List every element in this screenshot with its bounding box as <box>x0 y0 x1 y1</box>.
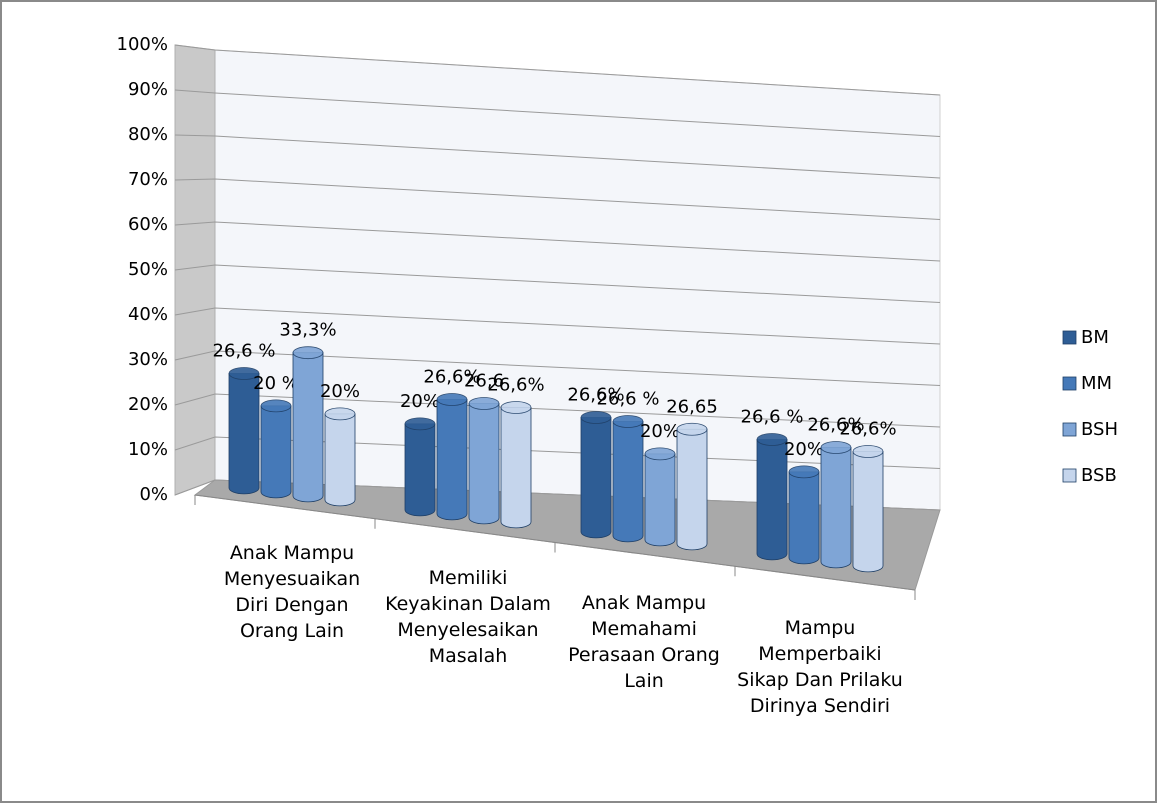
bar <box>580 417 612 539</box>
bar-top <box>852 445 884 458</box>
value-label: 26,6 <box>464 370 504 391</box>
value-label: 26,6 % <box>597 388 660 409</box>
bar-top <box>260 399 292 413</box>
bar <box>228 373 260 495</box>
grid-line <box>174 350 941 386</box>
legend-label: BSB <box>1081 465 1117 486</box>
value-label: 20 % <box>253 373 299 394</box>
y-tick-label: 40% <box>128 304 168 325</box>
value-label: 26,6% <box>807 414 864 435</box>
y-tick-label: 50% <box>128 259 168 280</box>
bar <box>852 451 884 573</box>
y-tick-label: 10% <box>128 439 168 460</box>
legend-label: BM <box>1081 327 1109 348</box>
bar-top <box>404 417 436 431</box>
bar-top <box>436 393 468 406</box>
legend-swatch <box>1062 376 1077 391</box>
x-tick-label: Anak Mampu Memahami Perasaan Orang Lain <box>568 592 720 692</box>
bar-top <box>500 401 532 414</box>
bar <box>260 405 292 499</box>
side-wall <box>174 44 216 496</box>
bar-top <box>612 415 644 428</box>
bar <box>404 423 436 517</box>
legend-swatch <box>1062 330 1077 345</box>
grid-line <box>174 393 941 428</box>
grid-line <box>174 221 941 262</box>
bar-top <box>644 447 676 461</box>
grid-line <box>174 44 941 96</box>
value-label: 20% <box>640 421 680 442</box>
x-tick-label: Memiliki Keyakinan Dalam Menyelesaikan M… <box>385 567 551 667</box>
bar <box>500 407 532 529</box>
bar <box>820 447 852 569</box>
bar-top <box>324 407 356 421</box>
bar <box>468 403 500 525</box>
y-tick-label: 0% <box>139 484 168 505</box>
grid-line <box>174 134 941 179</box>
value-label: 33,3% <box>279 320 336 341</box>
y-tick-label: 100% <box>117 34 168 55</box>
bar-top <box>788 465 820 479</box>
bar <box>292 352 324 503</box>
bar <box>756 439 788 561</box>
y-tick-label: 90% <box>128 79 168 100</box>
value-label: 26,6% <box>567 384 624 405</box>
bar <box>788 471 820 565</box>
legend-swatch <box>1062 468 1077 483</box>
bar-top <box>580 411 612 424</box>
bar <box>612 421 644 543</box>
grid-line <box>174 264 941 303</box>
bar-top <box>676 422 708 436</box>
y-tick-label: 80% <box>128 124 168 145</box>
y-tick-label: 20% <box>128 394 168 415</box>
y-tick-label: 30% <box>128 349 168 370</box>
y-tick-label: 70% <box>128 169 168 190</box>
y-tick-label: 60% <box>128 214 168 235</box>
bar-top <box>468 397 500 410</box>
value-label: 26,6 % <box>741 406 804 427</box>
value-label: 26,6% <box>487 374 544 395</box>
grid-line <box>174 178 941 220</box>
bar <box>644 453 676 547</box>
x-tick-label: Anak Mampu Menyesuaikan Diri Dengan Oran… <box>223 542 361 642</box>
back-wall <box>214 49 941 511</box>
value-label: 26,65 <box>666 396 718 417</box>
bar-top <box>820 441 852 454</box>
value-label: 20% <box>400 391 440 412</box>
bar <box>324 413 356 507</box>
legend-swatch <box>1062 422 1077 437</box>
bar-top <box>292 346 324 360</box>
value-label: 26,6 % <box>213 340 276 361</box>
bar <box>676 428 708 551</box>
value-label: 26,6% <box>839 418 896 439</box>
x-tick-label: Mampu Memperbaiki Sikap Dan Prilaku Diri… <box>737 617 903 717</box>
grid-line <box>174 89 941 137</box>
bar-top <box>228 367 260 380</box>
value-label: 20% <box>784 439 824 460</box>
bar-top <box>756 433 788 446</box>
legend-label: MM <box>1081 373 1112 394</box>
bar <box>436 399 468 521</box>
value-label: 20% <box>320 381 360 402</box>
grid-line <box>174 307 941 345</box>
legend-label: BSH <box>1081 419 1118 440</box>
value-label: 26,6% <box>423 366 480 387</box>
